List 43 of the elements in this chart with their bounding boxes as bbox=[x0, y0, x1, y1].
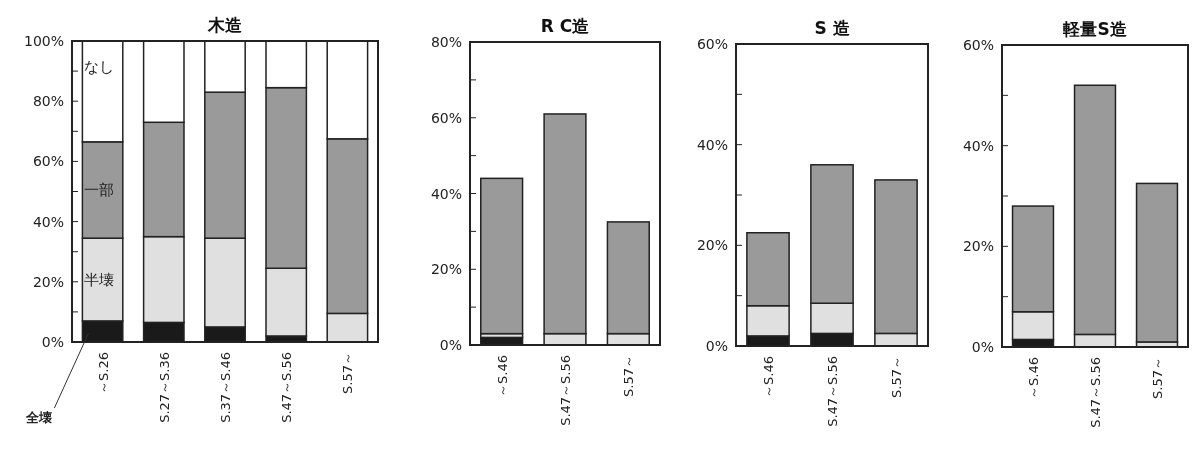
y-tick-label: 60% bbox=[430, 109, 462, 126]
x-tick-label: ～S.46 bbox=[494, 355, 510, 397]
y-tick-label: 100% bbox=[23, 33, 64, 49]
bar bbox=[480, 177, 524, 335]
text: 全壊 bbox=[25, 410, 53, 425]
y-tick-label: 20% bbox=[696, 237, 728, 254]
y-tick-label: 40% bbox=[962, 137, 994, 154]
x-tick-label: S.47～S.56 bbox=[558, 355, 573, 426]
chart-title: 軽量S造 bbox=[1062, 19, 1127, 39]
x-tick-label: S.57～ bbox=[621, 355, 637, 397]
y-tick-label: 20% bbox=[32, 273, 64, 290]
y-tick-label: 80% bbox=[32, 93, 64, 110]
x-tick-label: S.57～ bbox=[340, 352, 356, 394]
x-tick-label: S.47～S.56 bbox=[825, 356, 840, 427]
x-tick-label: S.57～ bbox=[1150, 357, 1165, 399]
x-tick-label: S.47～S.56 bbox=[279, 352, 295, 423]
chart-title: R C造 bbox=[540, 16, 590, 36]
y-tick-label: 80% bbox=[430, 34, 462, 50]
series-label: なし bbox=[84, 58, 115, 77]
y-tick-label: 40% bbox=[696, 136, 728, 153]
x-tick-label: ～S.26 bbox=[95, 352, 111, 394]
x-tick-label: S.57～ bbox=[889, 356, 904, 398]
y-tick-label: 40% bbox=[32, 213, 64, 230]
x-tick-label: S.27～S.36 bbox=[156, 352, 172, 423]
y-tick-label: 20% bbox=[430, 261, 462, 278]
bar bbox=[1135, 182, 1179, 343]
x-tick-label: S.47～S.56 bbox=[1088, 357, 1103, 428]
y-tick-label: 0% bbox=[971, 339, 994, 355]
x-tick-label: ～S.46 bbox=[1026, 357, 1041, 399]
y-tick-label: 20% bbox=[962, 238, 994, 255]
y-tick-label: 0% bbox=[705, 338, 728, 354]
y-tick-label: 0% bbox=[41, 334, 64, 350]
x-tick-label: S.37～S.46 bbox=[218, 352, 233, 423]
series-label: 半壊 bbox=[84, 270, 115, 289]
chart-title: 木造 bbox=[207, 15, 242, 35]
y-tick-label: 0% bbox=[439, 337, 462, 353]
series-label: 一部 bbox=[84, 180, 115, 199]
y-tick-label: 60% bbox=[32, 153, 64, 170]
y-tick-label: 40% bbox=[430, 185, 462, 202]
y-tick-label: 60% bbox=[962, 37, 994, 53]
y-tick-label: 60% bbox=[696, 36, 728, 52]
chart-title: S 造 bbox=[814, 18, 850, 38]
x-tick-label: ～S.46 bbox=[761, 356, 776, 398]
